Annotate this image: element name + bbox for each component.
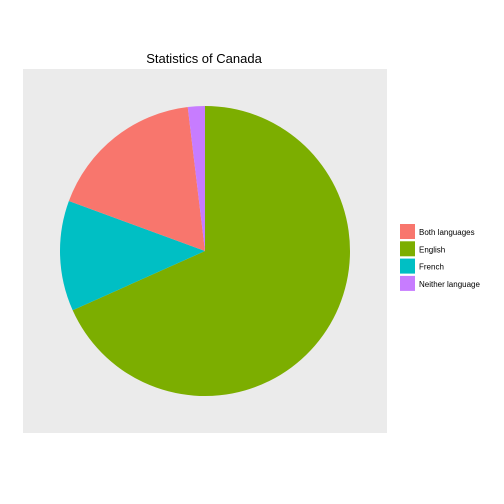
- legend-label: English: [419, 245, 445, 254]
- legend-label: Both languages: [419, 228, 475, 237]
- pie-slice-neither-language: [187, 106, 205, 251]
- pie-slice-english: [72, 106, 351, 396]
- legend-key-french: [400, 258, 415, 274]
- legend-key-neither-language: [400, 275, 415, 291]
- chart-title: Statistics of Canada: [146, 51, 262, 66]
- pie-slice-both-languages: [68, 107, 205, 251]
- legend-label: French: [419, 263, 444, 272]
- pie-slices: [59, 106, 351, 396]
- legend-label: Neither language: [419, 280, 480, 289]
- legend-key-english: [400, 241, 415, 257]
- pie-slice-french: [59, 201, 206, 311]
- legend: Both languages English French Neither langu…: [400, 224, 480, 291]
- legend-key-both-languages: [400, 224, 415, 239]
